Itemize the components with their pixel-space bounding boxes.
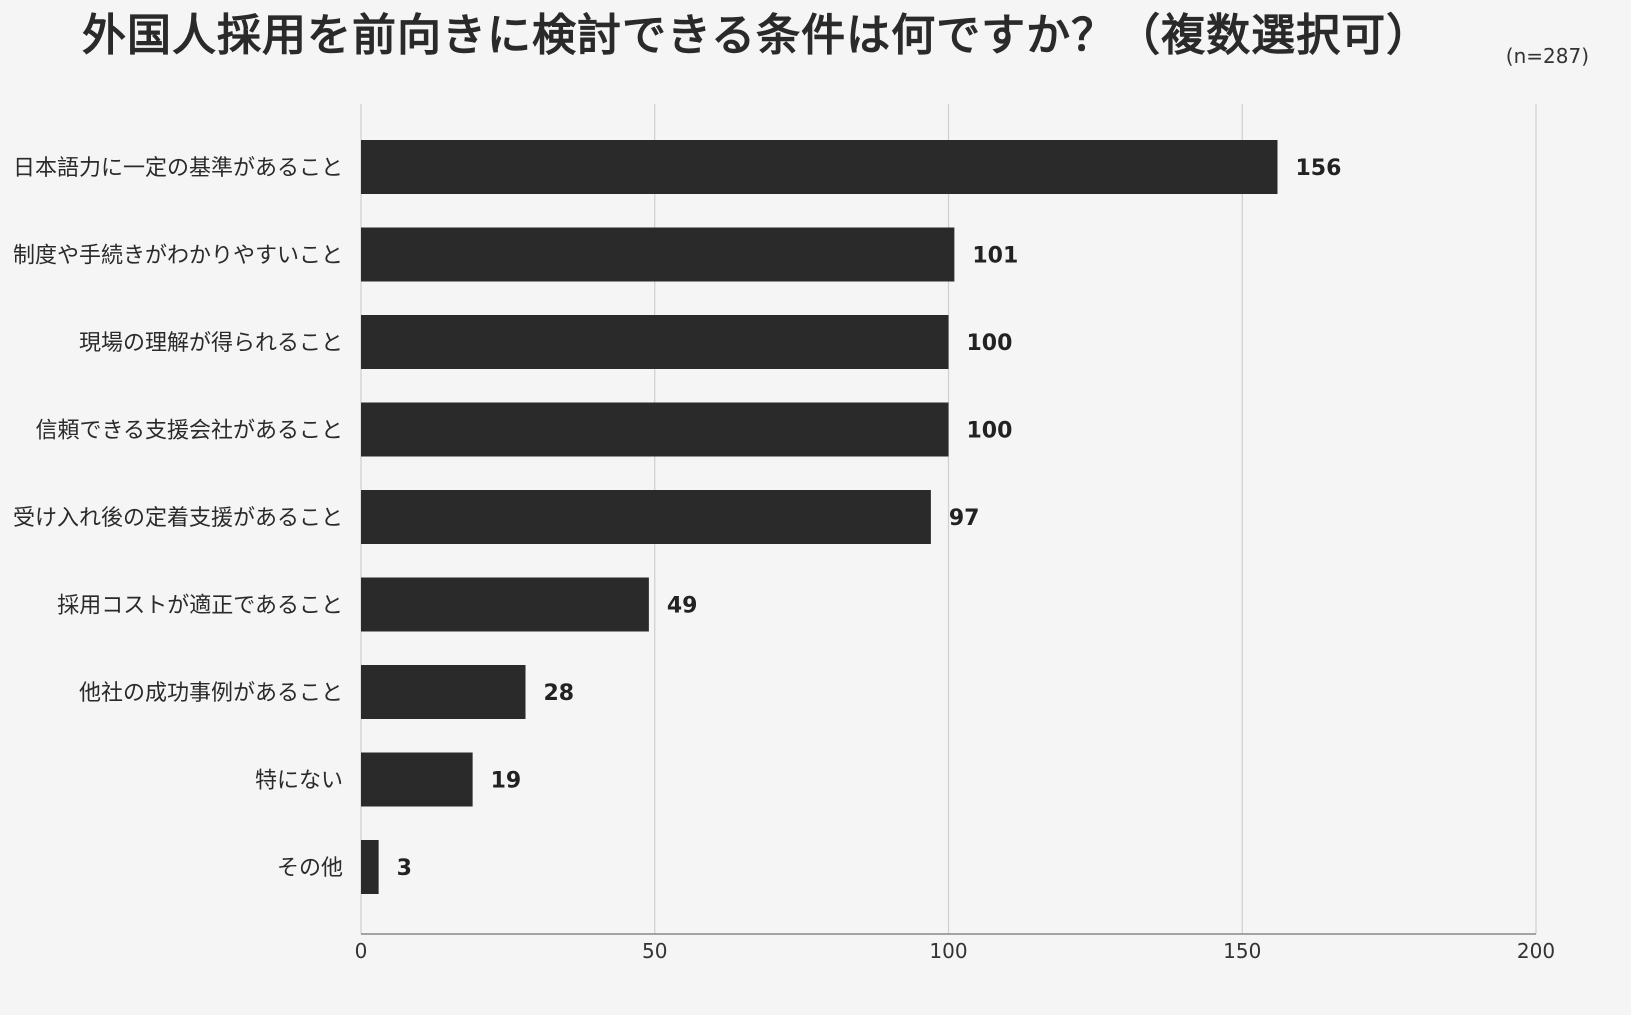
value-label-1: 101 <box>972 244 1018 269</box>
x-tick-label-0: 0 <box>355 939 368 963</box>
bar-7 <box>361 752 473 807</box>
x-tick-label-100: 100 <box>929 939 967 963</box>
x-tick-label-150: 150 <box>1223 939 1261 963</box>
value-label-7: 19 <box>491 769 522 794</box>
bar-6 <box>361 665 526 719</box>
chart-title: 外国人採用を前向きに検討できる条件は何ですか？（複数選択可） <box>82 10 1432 61</box>
category-label-5: 採用コストが適正であること <box>57 594 343 619</box>
category-label-8: その他 <box>277 856 343 881</box>
bar-2 <box>361 315 949 369</box>
category-label-4: 受け入れ後の定着支援があること <box>13 506 343 531</box>
bar-5 <box>361 577 649 632</box>
category-label-6: 他社の成功事例があること <box>79 681 343 706</box>
category-label-0: 日本語力に一定の基準があること <box>13 156 343 181</box>
bar-8 <box>361 840 379 894</box>
value-label-3: 100 <box>967 419 1013 444</box>
category-label-3: 信頼できる支援会社があること <box>35 419 343 444</box>
x-tick-label-50: 50 <box>642 939 667 963</box>
bar-4 <box>361 490 931 544</box>
bar-1 <box>361 227 955 282</box>
bar-0 <box>361 140 1278 194</box>
value-label-2: 100 <box>967 331 1013 356</box>
value-label-6: 28 <box>544 681 575 706</box>
sample-size-note: (n=287) <box>1505 44 1589 68</box>
value-label-8: 3 <box>397 856 412 881</box>
category-label-2: 現場の理解が得られること <box>79 331 343 356</box>
value-label-5: 49 <box>667 594 698 619</box>
x-tick-label-200: 200 <box>1517 939 1555 963</box>
value-label-4: 97 <box>949 506 980 531</box>
category-label-7: 特にない <box>255 769 343 794</box>
bar-3 <box>361 402 949 457</box>
category-label-1: 制度や手続きがわかりやすいこと <box>13 244 343 269</box>
value-label-0: 156 <box>1296 156 1342 181</box>
